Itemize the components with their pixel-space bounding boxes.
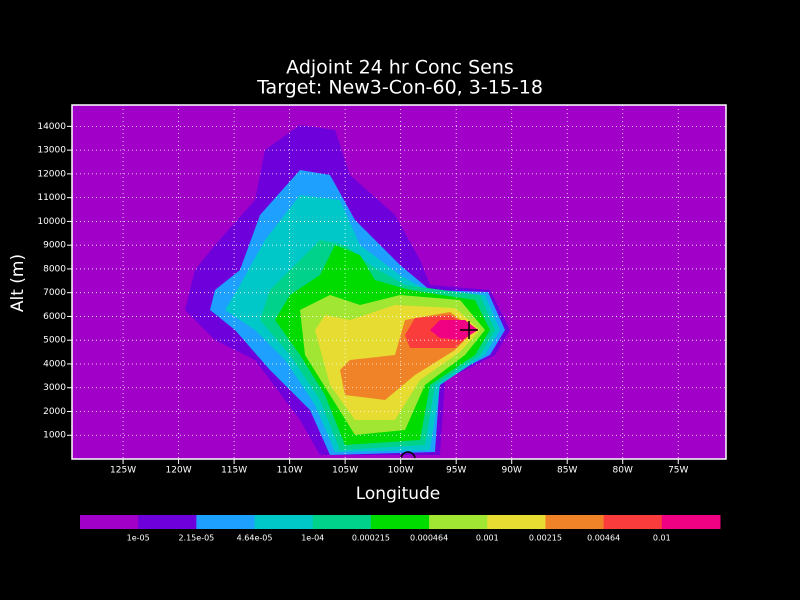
- y-tick-label: 11000: [37, 193, 66, 203]
- chart-subtitle: Target: New3-Con-60, 3-15-18: [256, 77, 543, 99]
- x-tick-label: 80W: [613, 466, 633, 476]
- target-marker: [460, 321, 478, 339]
- colorbar-box: [254, 515, 314, 529]
- colorbar-label: 0.001: [476, 534, 499, 543]
- y-tick-label: 12000: [37, 169, 66, 179]
- x-axis-label: Longitude: [356, 484, 441, 504]
- colorbar-label: 0.000215: [352, 534, 390, 543]
- colorbar-box: [545, 515, 605, 529]
- x-tick-label: 95W: [446, 466, 466, 476]
- y-tick-label: 7000: [43, 288, 66, 298]
- plot-frame: [71, 104, 727, 460]
- y-tick-label: 1000: [43, 431, 66, 441]
- y-tick-label: 2000: [43, 407, 66, 417]
- x-tick-label: 125W: [110, 466, 136, 476]
- y-tick-label: 14000: [37, 122, 66, 132]
- colorbar-box: [196, 515, 256, 529]
- x-tick-label: 100W: [388, 466, 414, 476]
- colorbar-label: 2.15e-05: [178, 534, 214, 543]
- x-tick-label: 85W: [557, 466, 577, 476]
- y-tick-label: 10000: [37, 217, 66, 227]
- x-tick-label: 120W: [166, 466, 192, 476]
- y-tick-label: 9000: [43, 241, 66, 251]
- colorbar-label: 0.01: [653, 534, 671, 543]
- x-tick-label: 115W: [221, 466, 247, 476]
- colorbar-box: [370, 515, 430, 529]
- y-tick-label: 13000: [37, 146, 66, 156]
- x-tick-label: 105W: [332, 466, 358, 476]
- colorbar-box: [80, 515, 139, 529]
- y-tick-label: 4000: [43, 359, 66, 369]
- colorbar-box: [661, 515, 721, 529]
- colorbar-box: [138, 515, 197, 529]
- y-tick-label: 5000: [43, 336, 66, 346]
- x-tick-label: 90W: [502, 466, 522, 476]
- colorbar-box: [603, 515, 663, 529]
- colorbar-box: [487, 515, 546, 529]
- colorbar-label: 0.00464: [587, 534, 620, 543]
- y-tick-label: 3000: [43, 383, 66, 393]
- colorbar-label: 0.000464: [410, 534, 448, 543]
- colorbar-label: 1e-04: [301, 534, 324, 543]
- colorbar-label: 4.64e-05: [237, 534, 273, 543]
- y-axis-label: Alt (m): [8, 254, 28, 312]
- colorbar-box: [312, 515, 372, 529]
- colorbar-box: [429, 515, 488, 529]
- y-tick-label: 8000: [43, 264, 66, 274]
- terrain-marker: [400, 451, 416, 460]
- x-tick-label: 75W: [668, 466, 688, 476]
- contour-region: [430, 320, 478, 340]
- x-tick-label: 110W: [277, 466, 303, 476]
- chart-title: Adjoint 24 hr Conc Sens: [286, 57, 514, 79]
- colorbar-label: 1e-05: [127, 534, 150, 543]
- y-tick-label: 6000: [43, 312, 66, 322]
- colorbar-label: 0.00215: [529, 534, 562, 543]
